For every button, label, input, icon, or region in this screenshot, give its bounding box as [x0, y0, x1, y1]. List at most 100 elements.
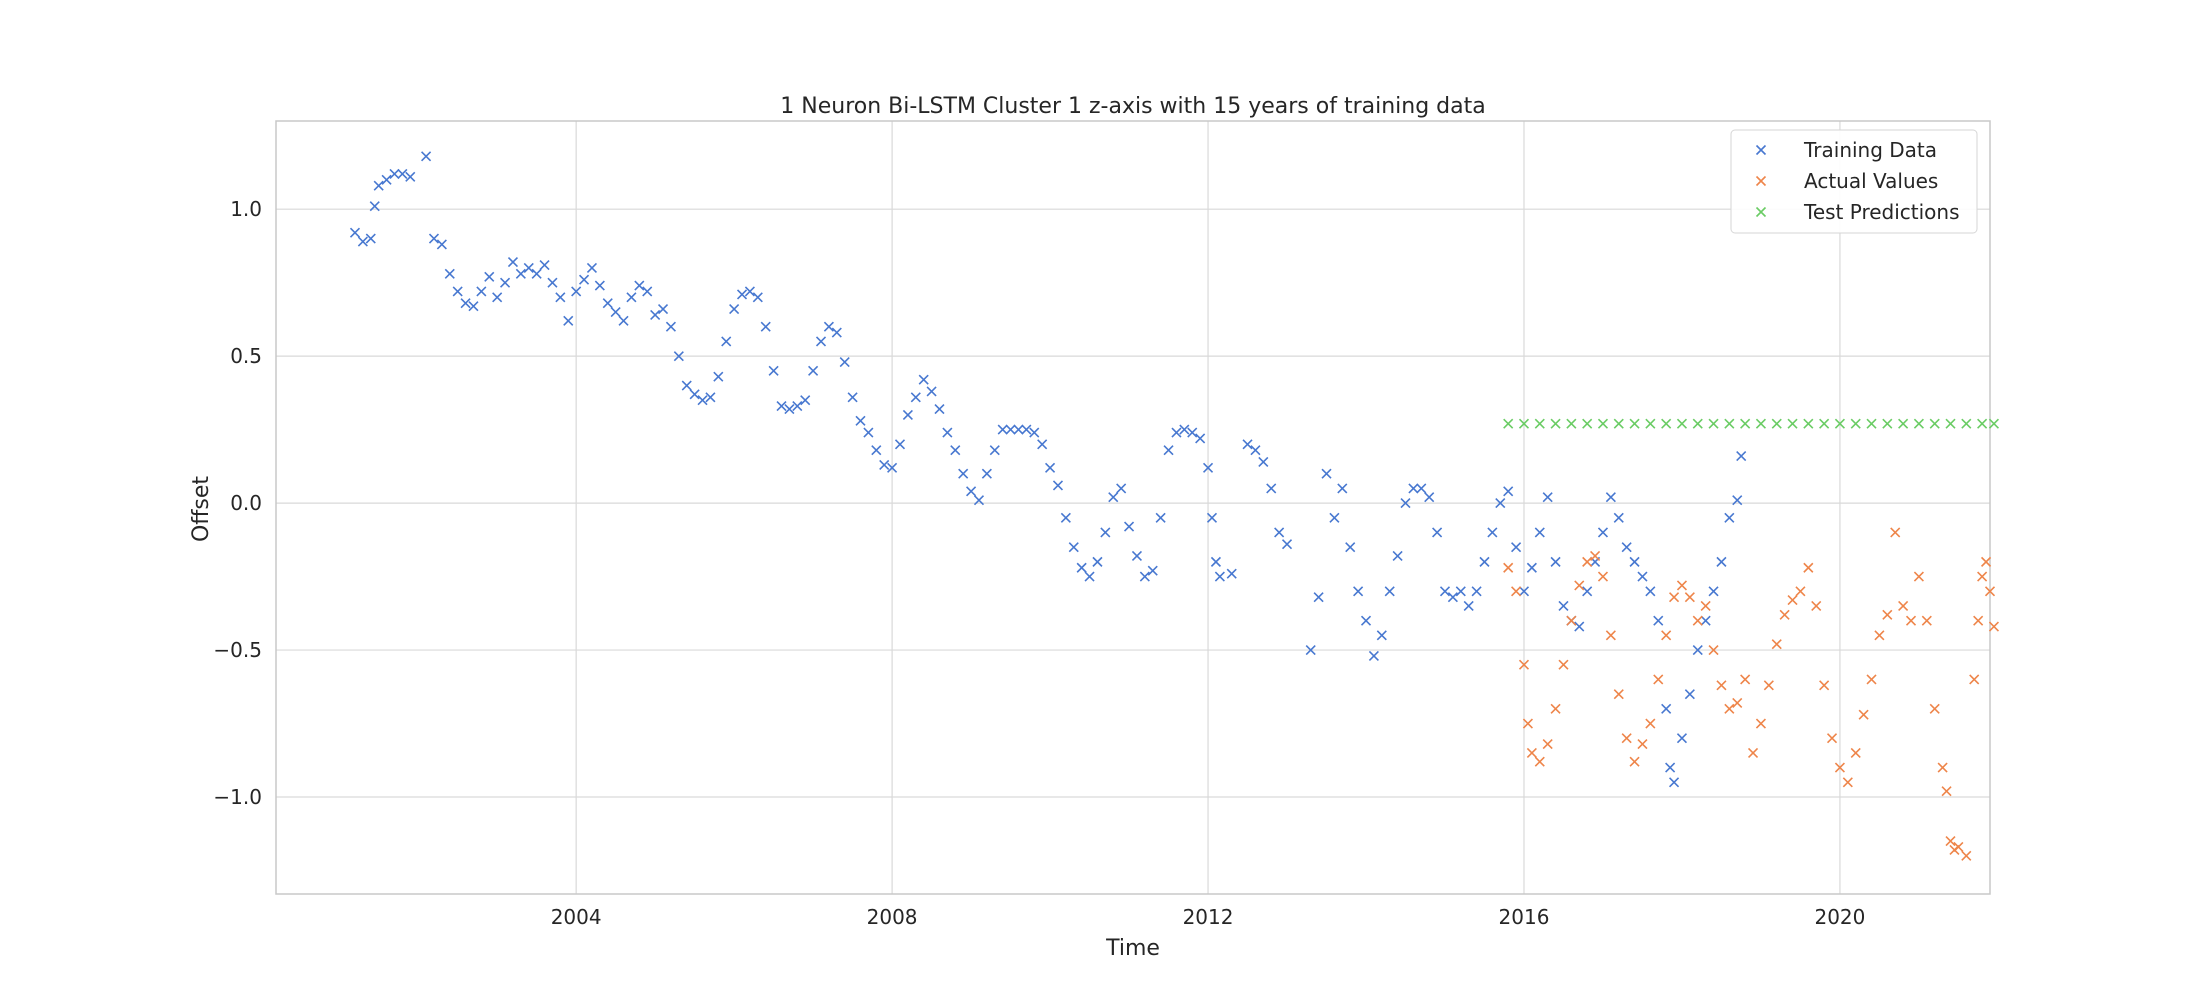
data-point: [1274, 527, 1285, 538]
data-point: [1961, 850, 1972, 861]
tick-labels: 2004 2008 2012 2016 2020 −1.0 −0.5 0.0 0.5 1.0: [213, 197, 1865, 929]
data-point: [1558, 659, 1569, 670]
data-point: [1941, 786, 1952, 797]
x-axis-label: Time: [1105, 936, 1160, 961]
data-point: [1913, 418, 1924, 429]
data-point: [1550, 556, 1561, 567]
data-point: [1360, 615, 1372, 626]
data-point: [369, 201, 380, 212]
data-point: [555, 292, 566, 303]
data-point: [1676, 580, 1688, 591]
data-point: [1345, 542, 1356, 553]
data-point: [1542, 739, 1553, 750]
series-actual-values: [1503, 527, 2000, 861]
data-point: [1455, 586, 1466, 597]
data-point: [1597, 418, 1609, 429]
data-point: [1665, 762, 1676, 773]
data-point: [1755, 718, 1767, 729]
data-point: [839, 356, 850, 368]
data-point: [1542, 492, 1553, 503]
data-point: [1108, 492, 1119, 503]
data-point: [981, 468, 992, 479]
data-point: [1850, 418, 1861, 429]
data-point: [681, 380, 692, 391]
legend-box: [1730, 129, 1978, 234]
data-point: [776, 401, 787, 412]
data-point: [507, 257, 519, 268]
data-point: [1890, 527, 1901, 538]
data-point: [1432, 527, 1443, 538]
plot-frame: [275, 120, 1991, 895]
data-point: [1076, 562, 1087, 573]
data-point: [1384, 586, 1395, 597]
data-point: [1131, 550, 1143, 562]
data-point: [1206, 512, 1218, 523]
data-point: [1329, 512, 1340, 523]
data-point: [1811, 600, 1822, 612]
data-point: [594, 280, 605, 291]
data-point: [1953, 841, 1964, 853]
data-point: [1929, 418, 1940, 429]
data-point: [1771, 639, 1782, 650]
data-point: [1700, 615, 1711, 626]
data-point: [515, 268, 526, 279]
data-point: [1898, 600, 1909, 612]
data-point: [1526, 747, 1537, 758]
data-point: [1819, 680, 1830, 691]
data-point: [760, 321, 771, 332]
y-tick-label: 1.0: [230, 197, 262, 221]
data-point: [381, 174, 392, 185]
data-point: [1495, 498, 1506, 509]
data-point: [958, 468, 969, 479]
data-point: [1684, 592, 1695, 603]
data-point: [1052, 480, 1064, 491]
data-point: [1242, 439, 1253, 450]
data-point: [1281, 539, 1293, 550]
data-point: [871, 445, 882, 456]
data-point: [997, 424, 1008, 435]
data-point: [1187, 427, 1198, 438]
data-point: [1139, 571, 1150, 582]
data-point: [523, 262, 534, 274]
data-point: [484, 271, 495, 282]
data-point: [847, 392, 858, 403]
data-point: [1661, 418, 1672, 429]
data-point: [1973, 615, 1984, 626]
data-point: [1226, 568, 1237, 579]
data-point: [1534, 756, 1545, 767]
legend-marker: [1755, 175, 1767, 187]
data-point: [1416, 483, 1427, 494]
data-point: [1819, 418, 1830, 429]
data-point: [1503, 486, 1514, 497]
data-point: [1582, 418, 1593, 429]
data-point: [705, 392, 716, 403]
data-point: [1550, 418, 1561, 429]
data-point: [973, 495, 985, 506]
data-point: [436, 239, 447, 250]
data-point: [689, 389, 700, 400]
y-axis-label: Offset: [189, 476, 214, 542]
data-point: [1574, 621, 1585, 632]
data-point: [1684, 689, 1695, 700]
data-point: [950, 445, 961, 456]
data-point: [697, 395, 708, 406]
data-point: [1195, 433, 1206, 444]
data-point: [887, 462, 898, 473]
data-point: [1258, 456, 1269, 468]
data-point: [1834, 762, 1845, 773]
data-point: [815, 336, 827, 347]
data-point: [1779, 609, 1790, 620]
data-point: [1740, 674, 1751, 685]
data-point: [1913, 571, 1924, 582]
data-point: [460, 298, 471, 309]
data-point: [1905, 615, 1917, 626]
data-point: [673, 351, 684, 362]
data-point: [1313, 592, 1324, 603]
data-point: [1147, 565, 1158, 576]
data-point: [1850, 747, 1861, 758]
data-point: [1645, 718, 1656, 729]
data-point: [657, 304, 669, 315]
data-point: [744, 286, 755, 297]
data-point: [1582, 586, 1593, 597]
data-point: [499, 277, 511, 288]
